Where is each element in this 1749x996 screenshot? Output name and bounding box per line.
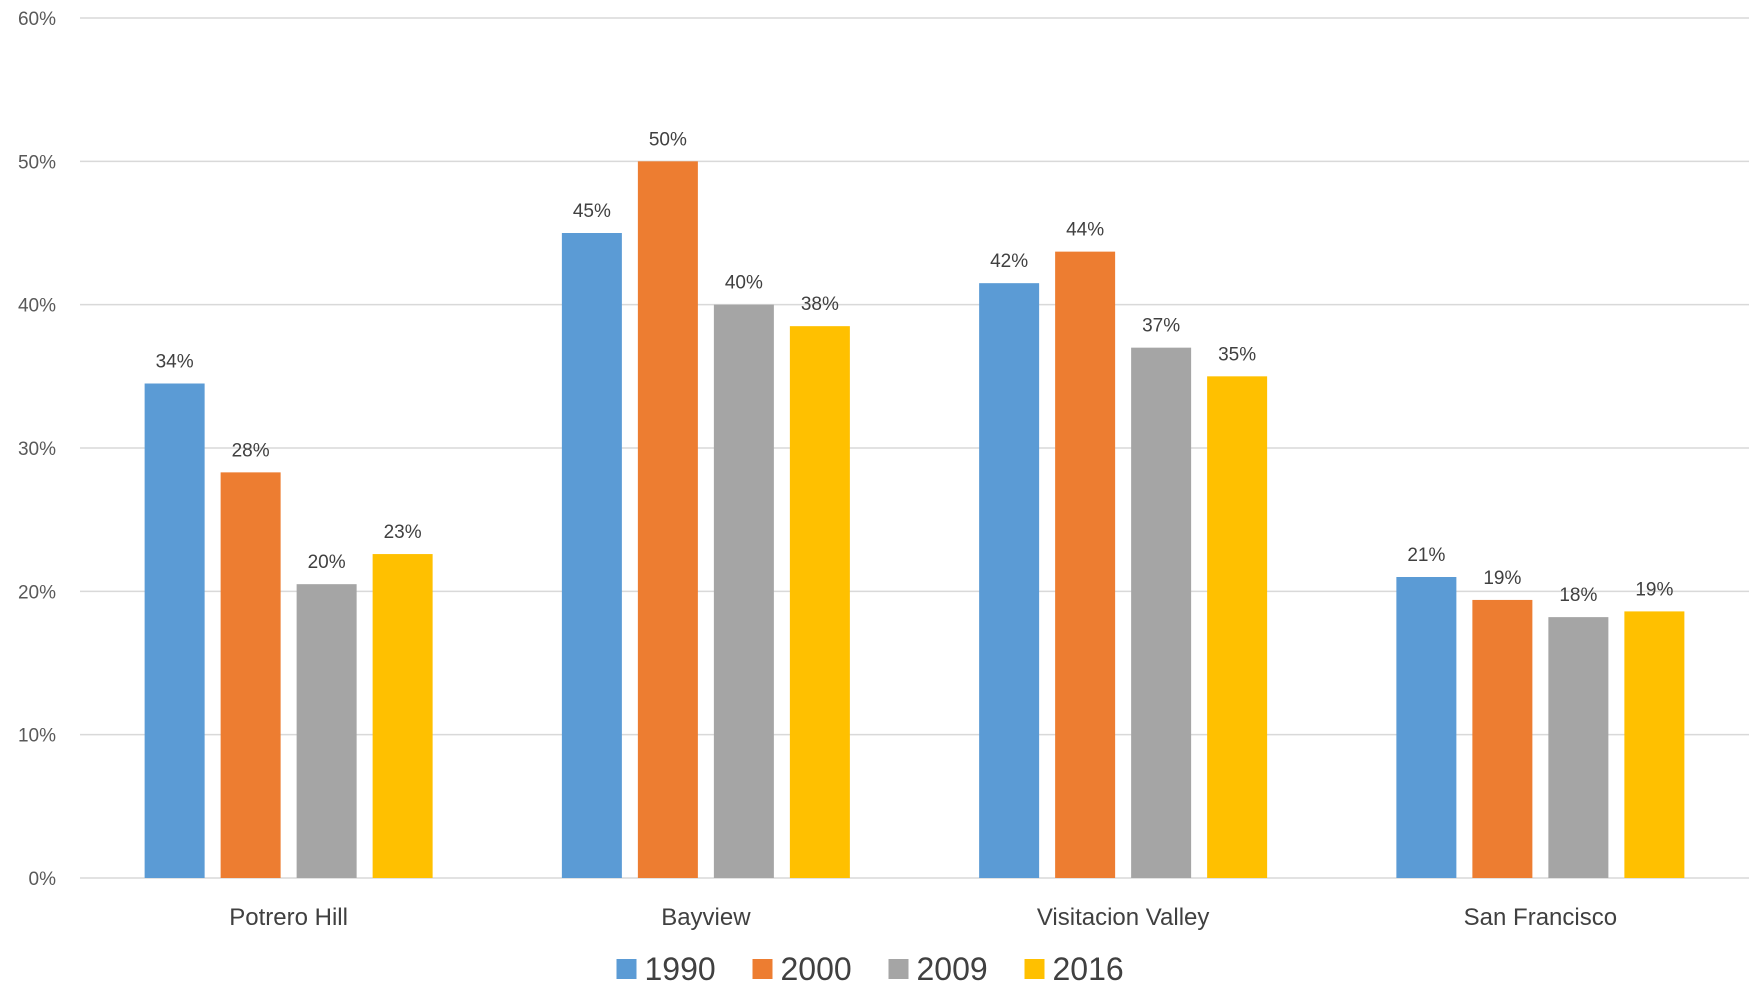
- y-tick-label: 0%: [29, 869, 57, 890]
- bar-2016: [372, 554, 433, 878]
- bar-2000: [1055, 251, 1116, 879]
- bar-2016: [789, 326, 850, 879]
- bar-2009: [296, 584, 357, 878]
- data-label: 44%: [1066, 220, 1104, 241]
- y-tick-label: 40%: [18, 296, 56, 317]
- bar-2000: [637, 161, 698, 879]
- legend-label: 2000: [781, 951, 852, 987]
- data-label: 34%: [156, 352, 194, 373]
- x-category-label: San Francisco: [1464, 904, 1617, 931]
- bar-1990: [979, 283, 1040, 879]
- data-label: 37%: [1142, 316, 1180, 337]
- bar-1990: [144, 383, 205, 878]
- bar-2000: [220, 472, 281, 878]
- x-category-label: Visitacion Valley: [1037, 904, 1210, 931]
- y-tick-label: 10%: [18, 726, 56, 747]
- legend-swatch: [1024, 959, 1045, 979]
- data-labels: 34% 28% 20% 23% 45% 50% 40% 38% 42% 44% 37% 35% 21% 1…: [156, 129, 1674, 606]
- bar-2009: [1131, 347, 1192, 879]
- data-label: 45%: [573, 201, 611, 222]
- data-label: 19%: [1483, 568, 1521, 589]
- legend: 1990 2000 2009 2016: [616, 951, 1124, 987]
- data-label: 42%: [990, 251, 1028, 272]
- data-label: 20%: [308, 552, 346, 573]
- y-tick-label: 30%: [18, 439, 56, 460]
- bar-2016: [1624, 611, 1685, 878]
- y-tick-label: 20%: [18, 582, 56, 603]
- data-label: 35%: [1218, 344, 1256, 365]
- bar-2009: [713, 304, 774, 879]
- bar-2000: [1472, 599, 1533, 878]
- legend-swatch: [888, 959, 909, 979]
- y-tick-label: 60%: [18, 9, 56, 30]
- data-label: 23%: [384, 522, 422, 543]
- y-axis-tick-labels: 0% 10% 20% 30% 40% 50% 60%: [18, 9, 56, 890]
- data-label: 50%: [649, 129, 687, 150]
- data-label: 40%: [725, 273, 763, 294]
- data-label: 28%: [232, 440, 270, 461]
- legend-swatch: [752, 959, 773, 979]
- data-label: 19%: [1635, 579, 1673, 600]
- x-axis-category-labels: Potrero Hill Bayview Visitacion Valley San …: [229, 904, 1617, 931]
- y-tick-label: 50%: [18, 152, 56, 173]
- bar-2016: [1207, 376, 1268, 878]
- data-label: 21%: [1407, 545, 1445, 566]
- legend-label: 1990: [645, 951, 716, 987]
- legend-swatch: [616, 959, 637, 979]
- bar-series-group: [144, 161, 1685, 879]
- bar-1990: [561, 233, 622, 878]
- x-category-label: Potrero Hill: [229, 904, 348, 931]
- legend-label: 2009: [917, 951, 988, 987]
- bar-2009: [1548, 617, 1609, 878]
- gridlines: [80, 17, 1749, 879]
- data-label: 18%: [1559, 585, 1597, 606]
- bar-1990: [1396, 577, 1457, 878]
- x-category-label: Bayview: [661, 904, 751, 931]
- legend-label: 2016: [1053, 951, 1124, 987]
- data-label: 38%: [801, 294, 839, 315]
